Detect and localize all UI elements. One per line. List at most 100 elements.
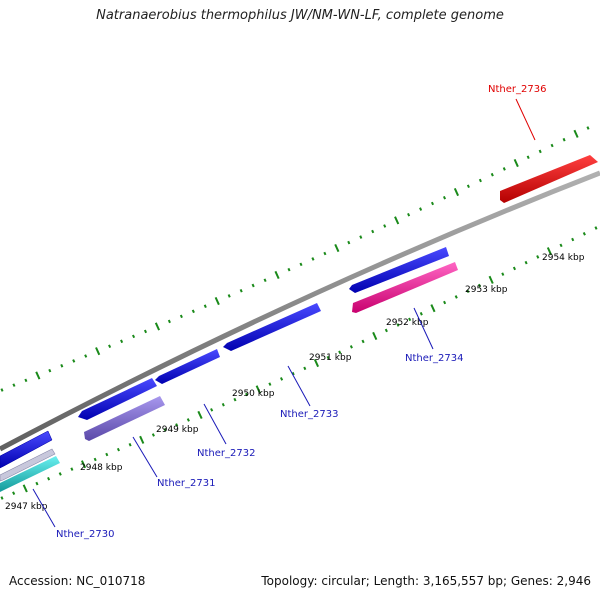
forward-gene-2730[interactable] bbox=[0, 430, 53, 469]
outer-ring-minor-tick bbox=[191, 309, 195, 314]
inner-ring-minor-tick bbox=[361, 339, 365, 344]
reverse-gene-2734[interactable] bbox=[352, 262, 458, 313]
forward-gene-2733[interactable] bbox=[223, 303, 321, 351]
tick-label: 2948 kbp bbox=[80, 463, 123, 473]
outer-tick-ring bbox=[0, 126, 590, 392]
leader-2736 bbox=[515, 98, 536, 141]
inner-ring-minor-tick bbox=[571, 237, 575, 242]
inner-ring-minor-tick bbox=[443, 300, 447, 305]
gene-label-2730[interactable]: Nther_2730 bbox=[56, 529, 114, 540]
inner-ring-major-tick bbox=[546, 247, 553, 256]
inner-ring-minor-tick bbox=[594, 226, 598, 230]
inner-ring-major-tick bbox=[80, 460, 87, 469]
outer-ring-minor-tick bbox=[108, 344, 112, 349]
gene-label-2732[interactable]: Nther_2732 bbox=[197, 448, 255, 459]
reverse-gene-2730[interactable] bbox=[0, 456, 60, 492]
tick-labels: 2947 kbp 2948 kbp 2949 kbp 2950 kbp 2951 kbp… bbox=[5, 253, 585, 512]
outer-ring-minor-tick bbox=[442, 195, 447, 200]
inner-ring-minor-tick bbox=[268, 382, 272, 386]
inner-ring-major-tick bbox=[430, 304, 436, 313]
outer-ring-major-tick bbox=[154, 322, 161, 331]
highlighted-gene-2736[interactable] bbox=[500, 155, 598, 203]
outer-ring-major-tick bbox=[214, 296, 220, 306]
gene-label-2736[interactable]: Nther_2736 bbox=[488, 84, 546, 95]
outer-ring-minor-tick bbox=[60, 364, 64, 368]
outer-ring-major-tick bbox=[95, 347, 101, 356]
outer-ring-major-tick bbox=[274, 270, 280, 280]
inner-ring-minor-tick bbox=[582, 231, 586, 236]
outer-ring-major-tick bbox=[573, 129, 579, 138]
gene-label-2733[interactable]: Nther_2733 bbox=[280, 409, 338, 420]
leader-2732 bbox=[203, 403, 227, 445]
outer-ring-minor-tick bbox=[538, 149, 542, 154]
leader-2734 bbox=[413, 307, 434, 350]
forward-gene-2731[interactable] bbox=[78, 378, 157, 420]
inner-ring-major-tick bbox=[372, 331, 378, 341]
inner-ring-minor-tick bbox=[245, 392, 249, 397]
outer-ring-minor-tick bbox=[371, 229, 375, 234]
outer-ring-minor-tick bbox=[299, 262, 303, 267]
outer-ring-minor-tick bbox=[12, 383, 16, 387]
inner-ring-minor-tick bbox=[210, 408, 214, 412]
inner-ring-minor-tick bbox=[396, 323, 400, 327]
inner-ring-minor-tick bbox=[291, 371, 295, 376]
outer-ring-minor-tick bbox=[179, 314, 183, 319]
outer-ring-minor-tick bbox=[323, 251, 327, 256]
inner-tick-ring bbox=[0, 226, 598, 500]
outer-ring-minor-tick bbox=[550, 143, 554, 148]
inner-ring-major-tick bbox=[313, 358, 320, 368]
gene-label-2731[interactable]: Nther_2731 bbox=[157, 478, 215, 489]
outer-ring-major-tick bbox=[35, 371, 41, 380]
inner-ring-minor-tick bbox=[501, 272, 505, 276]
outer-ring-major-tick bbox=[334, 243, 340, 253]
outer-ring-minor-tick bbox=[407, 212, 411, 217]
leader-2730 bbox=[32, 488, 56, 528]
outer-ring-minor-tick bbox=[239, 288, 243, 293]
inner-ring-minor-tick bbox=[105, 452, 109, 457]
outer-ring-minor-tick bbox=[227, 294, 231, 298]
outer-ring-minor-tick bbox=[359, 235, 363, 239]
outer-ring-minor-tick bbox=[430, 201, 435, 206]
reverse-gene-2731[interactable] bbox=[84, 396, 165, 441]
inner-ring-minor-tick bbox=[58, 472, 62, 476]
inner-ring-minor-tick bbox=[128, 442, 132, 447]
grey-gene[interactable] bbox=[0, 448, 56, 482]
outer-ring-minor-tick bbox=[48, 368, 52, 373]
outer-ring-minor-tick bbox=[383, 224, 387, 228]
outer-ring-minor-tick bbox=[72, 359, 76, 363]
forward-gene-2732[interactable] bbox=[155, 349, 220, 384]
outer-ring-minor-tick bbox=[311, 257, 315, 261]
inner-ring-minor-tick bbox=[12, 491, 16, 496]
genome-summary-text: Topology: circular; Length: 3,165,557 bp… bbox=[261, 574, 591, 588]
outer-ring-minor-tick bbox=[84, 354, 88, 358]
inner-ring-major-tick bbox=[139, 435, 145, 444]
inner-ring-minor-tick bbox=[70, 467, 74, 471]
inner-ring-minor-tick bbox=[338, 350, 342, 355]
gene-labels: Nther_2730 Nther_2731 Nther_2732 Nther_2733… bbox=[56, 84, 546, 540]
tick-label: 2950 kbp bbox=[232, 389, 275, 399]
inner-ring-minor-tick bbox=[163, 428, 167, 432]
inner-ring-minor-tick bbox=[419, 312, 423, 316]
gene-label-leaders bbox=[32, 98, 536, 528]
inner-ring-minor-tick bbox=[454, 295, 458, 299]
leader-2733 bbox=[287, 365, 311, 407]
outer-ring-minor-tick bbox=[490, 172, 494, 177]
genome-backbone bbox=[0, 170, 600, 452]
inner-ring-minor-tick bbox=[303, 366, 307, 371]
inner-ring-minor-tick bbox=[384, 328, 388, 333]
inner-ring-minor-tick bbox=[408, 317, 412, 322]
forward-gene-2734[interactable] bbox=[349, 247, 449, 293]
inner-ring-major-tick bbox=[22, 484, 28, 493]
inner-ring-minor-tick bbox=[279, 377, 284, 381]
outer-ring-minor-tick bbox=[526, 155, 530, 160]
inner-ring-minor-tick bbox=[326, 355, 330, 360]
outer-ring-major-tick bbox=[513, 158, 519, 168]
inner-ring-minor-tick bbox=[349, 345, 353, 349]
outer-ring-minor-tick bbox=[287, 267, 291, 272]
inner-ring-major-tick bbox=[197, 410, 203, 420]
tick-label: 2953 kbp bbox=[465, 285, 508, 295]
accession-text: Accession: NC_010718 bbox=[9, 574, 146, 588]
gene-label-2734[interactable]: Nther_2734 bbox=[405, 353, 463, 364]
